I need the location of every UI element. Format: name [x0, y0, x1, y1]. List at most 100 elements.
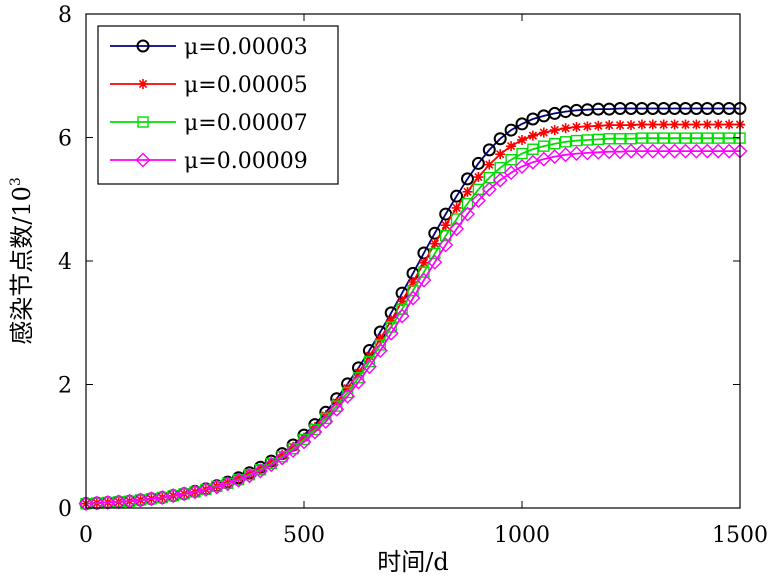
legend-swatch-marker [137, 116, 149, 128]
data-point [100, 494, 116, 510]
series-line [85, 150, 740, 505]
data-point [702, 119, 713, 130]
data-point [133, 492, 148, 508]
data-point [667, 143, 683, 159]
series-markers [80, 132, 746, 510]
data-point [658, 119, 669, 130]
data-point [656, 143, 672, 159]
data-point [645, 143, 661, 159]
y-tick-label: 6 [58, 127, 72, 152]
data-point [252, 463, 268, 479]
data-point [538, 140, 550, 152]
data-point [429, 238, 440, 249]
legend-label: μ=0.00007 [184, 111, 308, 136]
data-point [89, 495, 105, 511]
data-point [331, 400, 343, 412]
data-point [571, 122, 582, 133]
data-point [285, 443, 301, 459]
legend-swatch-marker [138, 79, 148, 89]
data-point [408, 276, 418, 287]
data-point [386, 315, 397, 326]
data-point [724, 119, 735, 130]
data-point [721, 143, 737, 159]
data-point [361, 359, 377, 375]
data-point [233, 473, 244, 484]
data-point [277, 449, 288, 460]
data-point [383, 325, 399, 341]
data-point [375, 333, 386, 344]
data-point [470, 192, 486, 208]
data-point [549, 137, 561, 150]
data-point [559, 136, 572, 148]
data-point [592, 133, 604, 146]
data-point [495, 149, 506, 160]
data-point [394, 308, 410, 324]
data-point [461, 197, 474, 210]
data-point [570, 134, 583, 147]
series-2 [80, 132, 746, 510]
data-point [418, 257, 429, 268]
series-line [85, 137, 740, 505]
data-point [658, 132, 670, 144]
data-point [604, 120, 615, 131]
data-point [438, 237, 454, 253]
series-3 [78, 143, 748, 512]
data-point [626, 120, 636, 131]
data-point [255, 463, 266, 474]
y-tick-label: 4 [58, 250, 72, 275]
data-point [538, 127, 549, 138]
data-point [516, 147, 528, 160]
data-point [274, 450, 290, 466]
data-point [242, 468, 257, 484]
data-point [647, 119, 658, 130]
data-point [309, 422, 320, 433]
data-point [405, 290, 421, 306]
series-markers [78, 143, 748, 512]
data-point [493, 132, 507, 146]
data-point [678, 143, 693, 159]
data-point [484, 159, 495, 170]
data-point [481, 181, 497, 197]
data-point [78, 496, 94, 512]
data-point [450, 213, 463, 225]
data-point [560, 123, 571, 134]
data-point [231, 472, 247, 488]
data-point [710, 143, 726, 159]
y-tick-label: 8 [58, 3, 72, 28]
data-point [527, 130, 538, 141]
data-point [299, 432, 309, 443]
data-point [397, 296, 408, 307]
data-point [506, 141, 517, 152]
data-point [569, 146, 584, 162]
x-tick-label: 0 [79, 523, 93, 548]
data-point [427, 254, 443, 270]
data-point [712, 132, 724, 144]
data-point [713, 119, 724, 130]
data-point [340, 388, 356, 404]
data-point [440, 229, 452, 242]
data-point [449, 221, 465, 237]
data-point [701, 132, 713, 144]
data-point [612, 144, 628, 160]
x-tick-label: 1000 [494, 523, 550, 548]
data-point [614, 133, 626, 145]
data-point [503, 165, 519, 181]
data-point [514, 159, 530, 175]
data-point [329, 401, 345, 417]
data-point [320, 412, 332, 425]
legend-swatch-marker [135, 152, 151, 168]
data-point [515, 117, 529, 131]
data-point [504, 123, 518, 137]
data-point [634, 143, 650, 159]
data-point [593, 120, 604, 131]
data-point [723, 132, 735, 144]
y-axis-label-text: 感染节点数/10 [8, 186, 36, 345]
data-point [668, 132, 681, 144]
data-point [220, 476, 236, 492]
data-point [143, 491, 159, 507]
data-point [669, 119, 680, 130]
data-point [558, 147, 574, 163]
y-axis-label-exponent: 3 [8, 177, 24, 186]
data-point [263, 457, 279, 473]
